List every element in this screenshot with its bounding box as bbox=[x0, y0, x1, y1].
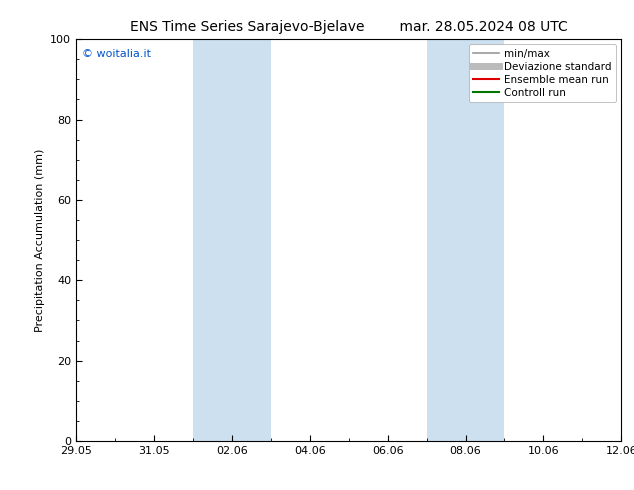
Y-axis label: Precipitation Accumulation (mm): Precipitation Accumulation (mm) bbox=[35, 148, 44, 332]
Title: ENS Time Series Sarajevo-Bjelave        mar. 28.05.2024 08 UTC: ENS Time Series Sarajevo-Bjelave mar. 28… bbox=[130, 20, 567, 34]
Legend: min/max, Deviazione standard, Ensemble mean run, Controll run: min/max, Deviazione standard, Ensemble m… bbox=[469, 45, 616, 102]
Bar bbox=[427, 39, 505, 441]
Text: © woitalia.it: © woitalia.it bbox=[82, 49, 150, 59]
Bar bbox=[193, 39, 271, 441]
